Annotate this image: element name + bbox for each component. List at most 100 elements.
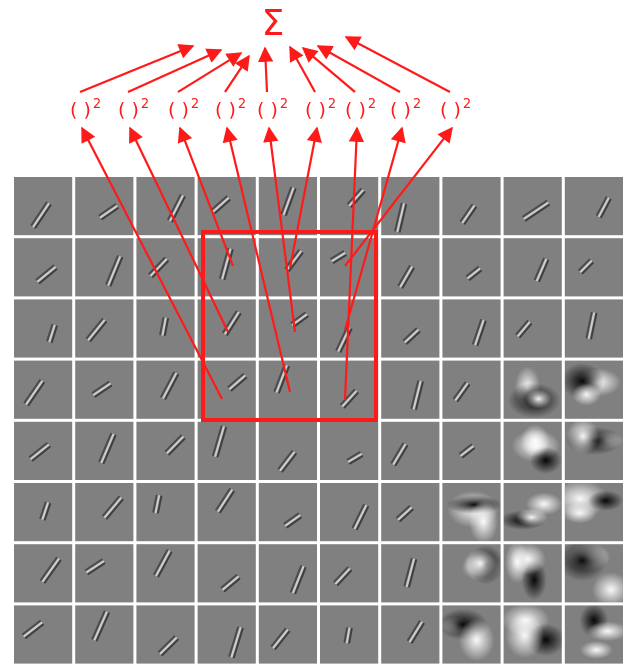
filter-patch bbox=[503, 238, 562, 297]
filter-patch bbox=[381, 299, 440, 358]
filter-patch bbox=[258, 421, 317, 480]
filter-patch bbox=[136, 483, 195, 542]
filter-patch bbox=[75, 299, 134, 358]
square-unit-label: ( ) 2 bbox=[118, 97, 149, 121]
filter-patch bbox=[381, 360, 440, 419]
filter-to-square-arrow bbox=[288, 126, 322, 269]
filter-patch bbox=[320, 605, 379, 664]
filter-patch bbox=[75, 360, 134, 419]
filter-patch bbox=[14, 544, 73, 603]
pooling-region-box bbox=[201, 230, 378, 422]
filter-patch bbox=[136, 177, 195, 236]
filter-grid bbox=[14, 177, 623, 664]
square-to-sum-arrows bbox=[79, 36, 451, 94]
filter-patch bbox=[14, 360, 73, 419]
filter-patch bbox=[442, 605, 501, 664]
square-to-sum-arrow bbox=[224, 54, 250, 93]
filter-patch bbox=[564, 605, 623, 664]
square-to-sum-arrow bbox=[257, 46, 274, 93]
filter-to-square-arrow bbox=[177, 126, 235, 267]
filter-patch bbox=[564, 483, 623, 542]
filter-to-square-arrow bbox=[344, 126, 453, 267]
square-unit-label: ( ) 2 bbox=[440, 97, 471, 121]
square-to-sum-arrow bbox=[344, 36, 451, 93]
filter-patch bbox=[503, 544, 562, 603]
filter-patch bbox=[14, 605, 73, 664]
filter-to-square-arrows bbox=[81, 126, 453, 401]
filter-patch bbox=[197, 605, 256, 664]
filter-patch bbox=[197, 177, 256, 236]
filter-to-square-arrow bbox=[129, 126, 229, 333]
square-unit-label: ( ) 2 bbox=[168, 97, 199, 121]
sum-symbol: Σ bbox=[262, 3, 285, 44]
filter-patch bbox=[503, 360, 562, 419]
filter-patch bbox=[381, 605, 440, 664]
filter-patch bbox=[564, 421, 623, 480]
filter-to-square-arrow bbox=[222, 126, 292, 393]
filter-patch bbox=[14, 421, 73, 480]
filter-patch bbox=[258, 299, 317, 358]
filter-patch bbox=[14, 238, 73, 297]
square-unit-label: ( ) 2 bbox=[257, 97, 288, 121]
filter-patch bbox=[136, 360, 195, 419]
filter-patch bbox=[503, 177, 562, 236]
filter-patch bbox=[258, 483, 317, 542]
filter-patch bbox=[442, 483, 501, 542]
filter-patch bbox=[442, 544, 501, 603]
filter-patch bbox=[197, 483, 256, 542]
filter-to-square-arrow bbox=[343, 126, 365, 401]
filter-patch bbox=[320, 360, 379, 419]
square-unit-label: ( ) 2 bbox=[390, 97, 421, 121]
square-unit-label: ( ) 2 bbox=[345, 97, 376, 121]
square-unit-label: ( ) 2 bbox=[70, 97, 101, 121]
filter-patch bbox=[564, 238, 623, 297]
filter-patch bbox=[320, 177, 379, 236]
square-unit-label: ( ) 2 bbox=[305, 97, 336, 121]
filter-patch bbox=[381, 177, 440, 236]
filter-patch bbox=[381, 421, 440, 480]
filter-patch bbox=[14, 483, 73, 542]
square-to-sum-arrow bbox=[301, 47, 356, 93]
filter-patch bbox=[14, 177, 73, 236]
filter-patch bbox=[258, 238, 317, 297]
filter-patch bbox=[320, 544, 379, 603]
filter-patch bbox=[564, 299, 623, 358]
filter-patch bbox=[381, 483, 440, 542]
square-to-sum-arrow bbox=[289, 45, 316, 93]
square-to-sum-arrow bbox=[316, 45, 401, 93]
filter-patch bbox=[258, 177, 317, 236]
filter-to-square-arrow bbox=[81, 126, 223, 400]
filter-patch bbox=[197, 544, 256, 603]
filter-patch bbox=[136, 421, 195, 480]
filter-to-square-arrow bbox=[263, 126, 297, 333]
filter-patch bbox=[136, 238, 195, 297]
filter-patch bbox=[503, 483, 562, 542]
filter-patch bbox=[136, 544, 195, 603]
filter-patch bbox=[75, 421, 134, 480]
square-to-sum-arrow bbox=[177, 52, 243, 93]
filter-patch bbox=[75, 544, 134, 603]
square-to-sum-arrow bbox=[127, 48, 223, 94]
filter-patch bbox=[442, 238, 501, 297]
filter-patch bbox=[75, 177, 134, 236]
filter-patch bbox=[442, 421, 501, 480]
filter-patch bbox=[503, 605, 562, 664]
filter-patch bbox=[442, 299, 501, 358]
filter-patch bbox=[381, 544, 440, 603]
filter-patch bbox=[442, 360, 501, 419]
filter-patch bbox=[503, 421, 562, 480]
filter-patch bbox=[75, 605, 134, 664]
filter-patch bbox=[75, 238, 134, 297]
square-to-sum-arrow bbox=[79, 44, 195, 94]
square-units: ( ) 2 ( ) 2 ( ) 2 ( ) 2 ( ) 2 ( ) 2 ( ) 2 ( ) 2 ( ) 2 bbox=[70, 97, 471, 121]
filter-patch bbox=[564, 360, 623, 419]
filter-patch bbox=[14, 299, 73, 358]
filter-patch bbox=[75, 483, 134, 542]
filter-patch bbox=[258, 360, 317, 419]
filter-patch bbox=[258, 605, 317, 664]
filter-patch bbox=[381, 238, 440, 297]
filter-patch bbox=[503, 299, 562, 358]
filter-patch bbox=[442, 177, 501, 236]
filter-patch bbox=[564, 544, 623, 603]
